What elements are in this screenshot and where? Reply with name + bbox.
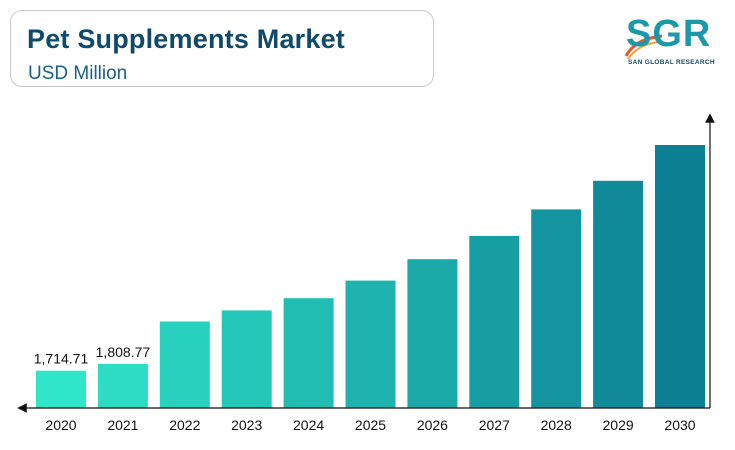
x-tick-labels: 2020 2021 2022 2023 2024 2025 2026 2027 2028 2029… [45, 417, 695, 433]
bars-group [36, 145, 705, 408]
x-tick-label: 2029 [603, 417, 634, 433]
data-label-2020: 1,714.71 [34, 351, 89, 367]
bar-2030 [655, 145, 705, 408]
title-card: Pet Supplements Market USD Million [10, 10, 434, 87]
bar-2021 [97, 363, 148, 408]
x-tick-label: 2028 [541, 417, 572, 433]
bar-2020 [36, 370, 86, 408]
x-tick-label: 2024 [293, 417, 324, 433]
data-label-2021: 1,808.77 [96, 344, 151, 360]
x-tick-label: 2020 [45, 417, 76, 433]
bar-2026 [407, 259, 458, 408]
x-tick-label: 2030 [664, 417, 695, 433]
bar-2029 [593, 180, 644, 408]
x-tick-label: 2021 [107, 417, 138, 433]
bar-2028 [531, 209, 582, 408]
x-tick-label: 2026 [417, 417, 448, 433]
logo-mark: SGR [626, 13, 712, 55]
bar-2027 [469, 235, 520, 408]
chart-subtitle: USD Million [28, 63, 128, 84]
logo-swoosh-icon [624, 34, 663, 60]
bar-2025 [345, 280, 396, 408]
bar-2024 [283, 298, 334, 408]
sgr-logo: SGR SAN GLOBAL RESEARCH [624, 12, 722, 72]
x-tick-label: 2022 [169, 417, 200, 433]
x-tick-label: 2023 [231, 417, 262, 433]
data-labels: 1,714.71 1,808.77 [34, 344, 151, 367]
chart-title: Pet Supplements Market [27, 24, 345, 54]
x-tick-label: 2025 [355, 417, 386, 433]
bar-2022 [159, 321, 210, 408]
logo-tagline: SAN GLOBAL RESEARCH [628, 59, 715, 66]
bar-2023 [221, 310, 272, 408]
x-tick-label: 2027 [479, 417, 510, 433]
